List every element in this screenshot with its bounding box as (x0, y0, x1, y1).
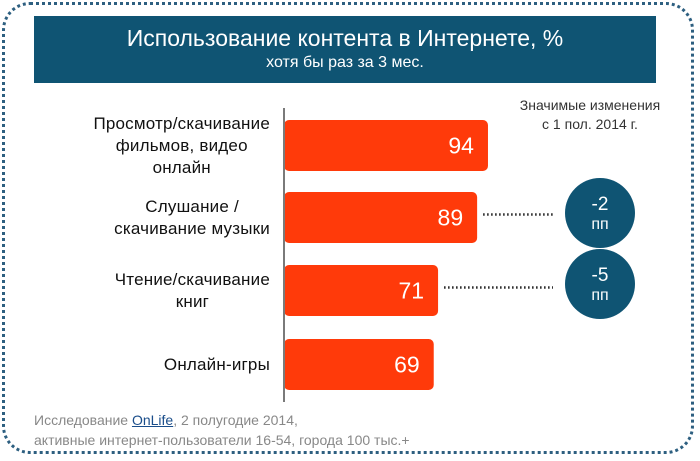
category-label-line: фильмов, видео (115, 135, 248, 155)
bar-value-label: 94 (448, 133, 474, 159)
change-unit: пп (591, 216, 608, 233)
category-label-line: Просмотр/скачивание (93, 113, 270, 133)
footer-line2: активные интернет-пользователи 16-54, го… (34, 432, 410, 448)
bar (284, 192, 478, 243)
category-label-line: Слушание / (145, 196, 239, 216)
change-badge (565, 178, 635, 248)
bar-value-label: 69 (394, 352, 420, 378)
changes-note-line2: с 1 пол. 2014 г. (542, 116, 638, 132)
category-label-line: Чтение/скачивание (114, 269, 270, 289)
bar (284, 265, 439, 316)
dotted-frame (2, 2, 694, 454)
category-label-line: скачивание музыки (114, 218, 270, 238)
changes-note-line1: Значимые изменения (519, 97, 661, 113)
category-label: Онлайн-игры (164, 354, 270, 376)
category-label: Слушание / скачивание музыки (114, 196, 270, 240)
bar-value-label: 71 (398, 278, 424, 304)
category-label-line: онлайн (152, 157, 211, 177)
category-label-line: книг (175, 291, 210, 311)
change-value: -2 (592, 194, 609, 215)
footer-suffix: , 2 полугодие 2014, (173, 412, 298, 428)
onlife-link[interactable]: OnLife (131, 412, 174, 428)
chart-title: Использование контента в Интернете, % (126, 25, 564, 51)
footer-prefix: Исследование (34, 412, 132, 428)
bar (284, 339, 434, 390)
chart-subtitle: хотя бы раз за 3 мес. (266, 54, 424, 71)
changes-note: Значимые изменения с 1 пол. 2014 г. (490, 96, 690, 134)
category-label: Чтение/скачивание книг (115, 269, 270, 313)
bar (284, 120, 488, 171)
change-unit: пп (591, 287, 608, 304)
source-footer: Исследование OnLife, 2 полугодие 2014, а… (34, 410, 410, 450)
change-value: -5 (592, 265, 609, 286)
bar-value-label: 89 (438, 205, 464, 231)
footer-line1: Исследование OnLife, 2 полугодие 2014, (34, 410, 410, 430)
category-label: Просмотр/скачивание фильмов, видео онлайн (93, 113, 270, 179)
category-label-line: Онлайн-игры (163, 354, 270, 374)
change-badge (565, 249, 635, 319)
chart-header: Использование контента в Интернете, % хо… (34, 16, 656, 83)
